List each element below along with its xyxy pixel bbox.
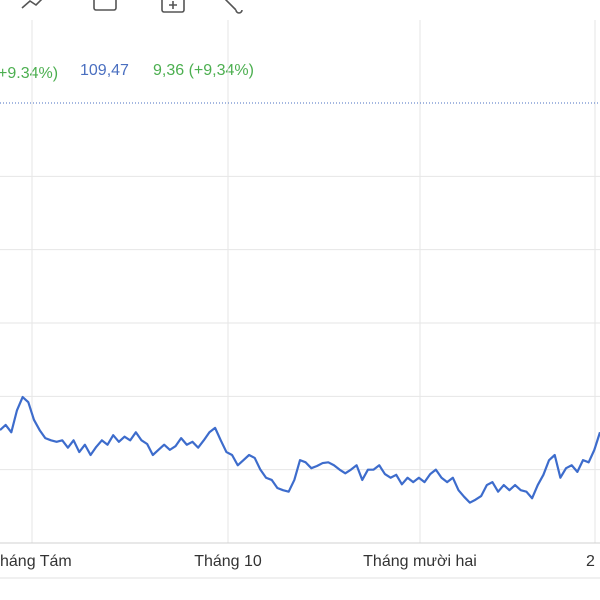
price-line <box>0 395 600 504</box>
vertical-grid <box>31 20 596 543</box>
x-tick-label: háng Tám <box>0 553 72 570</box>
add-icon[interactable] <box>161 0 185 13</box>
add-icon-plus <box>169 1 177 9</box>
x-tick-label: 2 <box>586 553 595 570</box>
indicator-icon[interactable] <box>21 0 43 9</box>
toolbar <box>21 0 243 14</box>
change: 9,36 (+9,34%) <box>153 62 254 79</box>
x-tick-label: Tháng mười hai <box>363 553 477 570</box>
calendar-icon[interactable] <box>93 0 117 11</box>
settings-icon[interactable] <box>224 0 243 14</box>
change-pct: +9.34%) <box>0 65 58 82</box>
x-tick-label: Tháng 10 <box>194 553 262 570</box>
price: 109,47 <box>80 62 129 79</box>
